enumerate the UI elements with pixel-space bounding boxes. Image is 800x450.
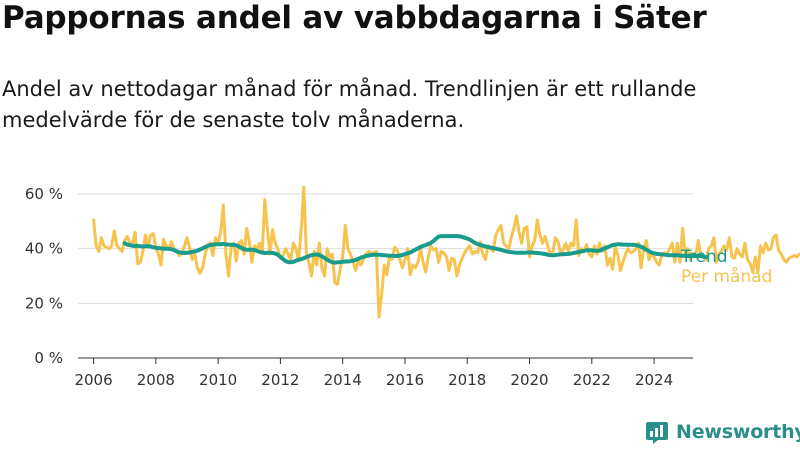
monthly-label: Per månad — [681, 266, 772, 287]
x-tick-label: 2010 — [199, 371, 237, 389]
series-lines — [92, 185, 800, 319]
monthly-line — [92, 185, 800, 319]
y-tick-label: 20 % — [25, 294, 63, 312]
trend-line — [122, 234, 708, 265]
x-tick-label: 2008 — [137, 371, 175, 389]
x-tick-label: 2022 — [573, 371, 611, 389]
y-tick-label: 0 % — [34, 349, 63, 367]
brand-footer: Newsworthy — [645, 420, 800, 444]
y-axis: 0 % 20 % 40 % 60 % — [25, 185, 63, 367]
y-tick-label: 40 % — [25, 240, 63, 258]
chart-title: Pappornas andel av vabbdagarna i Säter — [2, 0, 707, 36]
x-tick-label: 2014 — [324, 371, 362, 389]
x-tick-label: 2016 — [386, 371, 424, 389]
x-tick-label: 2020 — [510, 371, 548, 389]
y-tick-label: 60 % — [25, 185, 63, 203]
x-axis: 2006 2008 2010 2012 2014 2016 2018 2020 2022 2024 — [74, 358, 673, 389]
chart-subtitle: Andel av nettodagar månad för månad. Tre… — [2, 77, 697, 132]
newsworthy-logo-icon — [646, 422, 668, 444]
x-tick-label: 2006 — [74, 371, 112, 389]
trend-label: Trend — [680, 247, 728, 267]
brand-name: Newsworthy — [676, 421, 800, 443]
line-chart: 0 % 20 % 40 % 60 % 2006 2008 2010 2012 2014 2016… — [25, 185, 800, 389]
x-tick-label: 2024 — [635, 371, 673, 389]
x-tick-label: 2012 — [261, 371, 299, 389]
x-tick-label: 2018 — [448, 371, 486, 389]
